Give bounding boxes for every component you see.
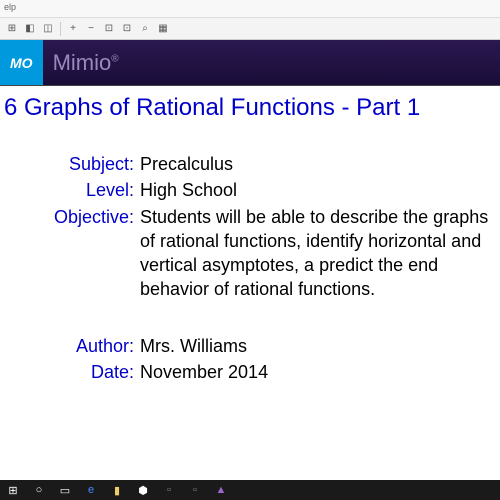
taskbar: ⊞ ○ ▭ e ▮ ⬢ ▫ ▫ ▲ xyxy=(0,480,500,500)
value-level: High School xyxy=(140,178,500,202)
taskview-icon[interactable]: ▭ xyxy=(56,482,74,498)
app2-icon[interactable]: ▫ xyxy=(186,482,204,498)
menu-bar: elp xyxy=(0,0,500,18)
value-date: November 2014 xyxy=(140,360,500,384)
presentation-header: MO Mimio® xyxy=(0,40,500,86)
tool-search-icon[interactable]: ⌕ xyxy=(137,21,153,37)
mimio-logo: Mimio® xyxy=(53,50,119,76)
app3-icon[interactable]: ▲ xyxy=(212,482,230,498)
tool-panel1-icon[interactable]: ◧ xyxy=(22,21,38,37)
label-subject: Subject: xyxy=(0,152,140,176)
row-author: Author: Mrs. Williams xyxy=(0,334,500,358)
tool-panel2-icon[interactable]: ◫ xyxy=(40,21,56,37)
tool-zoomin-icon[interactable]: + xyxy=(65,21,81,37)
label-date: Date: xyxy=(0,360,140,384)
explorer-icon[interactable]: ▮ xyxy=(108,482,126,498)
tool-grid-icon[interactable]: ⊞ xyxy=(4,21,20,37)
row-objective: Objective: Students will be able to desc… xyxy=(0,205,500,302)
value-author: Mrs. Williams xyxy=(140,334,500,358)
tool-thumb-icon[interactable]: ▦ xyxy=(155,21,171,37)
row-subject: Subject: Precalculus xyxy=(0,152,500,176)
start-button[interactable]: ⊞ xyxy=(4,482,22,498)
toolbar: ⊞ ◧ ◫ + − ⊡ ⊡ ⌕ ▦ xyxy=(0,18,500,40)
value-objective: Students will be able to describe the gr… xyxy=(140,205,500,302)
slide-title: 6 Graphs of Rational Functions - Part 1 xyxy=(0,94,500,122)
edge-icon[interactable]: e xyxy=(82,482,100,498)
tool-fit1-icon[interactable]: ⊡ xyxy=(101,21,117,37)
search-icon[interactable]: ○ xyxy=(30,482,48,498)
menu-help[interactable]: elp xyxy=(4,2,16,12)
dymo-badge: MO xyxy=(0,40,43,85)
toolbar-separator xyxy=(60,22,61,36)
value-subject: Precalculus xyxy=(140,152,500,176)
label-author: Author: xyxy=(0,334,140,358)
app1-icon[interactable]: ▫ xyxy=(160,482,178,498)
gap xyxy=(0,304,500,334)
label-level: Level: xyxy=(0,178,140,202)
row-date: Date: November 2014 xyxy=(0,360,500,384)
row-level: Level: High School xyxy=(0,178,500,202)
tool-zoomout-icon[interactable]: − xyxy=(83,21,99,37)
tool-fit2-icon[interactable]: ⊡ xyxy=(119,21,135,37)
content-area: MO Mimio® 6 Graphs of Rational Functions… xyxy=(0,40,500,480)
slide-body: 6 Graphs of Rational Functions - Part 1 … xyxy=(0,86,500,480)
label-objective: Objective: xyxy=(0,205,140,302)
store-icon[interactable]: ⬢ xyxy=(134,482,152,498)
